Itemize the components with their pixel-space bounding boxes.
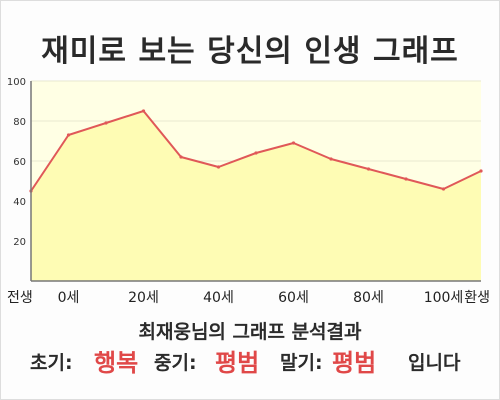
late-label: 말기:	[280, 352, 323, 374]
data-point-1	[66, 133, 71, 137]
middle-label: 중기:	[154, 352, 197, 374]
data-point-12	[479, 169, 483, 173]
y-tick-label-20: 20	[13, 237, 26, 248]
data-point-2	[104, 121, 108, 125]
analysis-subtitle: 최재웅님의 그래프 분석결과	[138, 321, 362, 343]
data-point-3	[141, 109, 146, 113]
x-tick-label-2: 20세	[128, 290, 159, 306]
x-tick-label-3: 40세	[203, 290, 234, 306]
x-tick-label-5: 80세	[353, 290, 384, 306]
middle-value: 평범	[215, 349, 260, 377]
y-tick-label-40: 40	[13, 197, 26, 208]
y-tick-label-100: 100	[7, 77, 26, 88]
analysis-result: 초기: 행복 중기: 평범 말기: 평범 입니다	[24, 346, 484, 380]
data-point-6	[254, 151, 258, 155]
data-point-9	[366, 167, 371, 171]
y-tick-label-60: 60	[13, 157, 26, 168]
data-point-5	[216, 165, 221, 169]
x-tick-label-7: 환생	[464, 290, 490, 306]
result-suffix: 입니다	[408, 352, 461, 374]
data-point-11	[441, 187, 446, 191]
x-tick-label-6: 100세	[424, 290, 464, 306]
x-tick-label-4: 60세	[278, 290, 309, 306]
x-tick-label-0: 전생	[7, 290, 33, 306]
data-point-10	[404, 177, 408, 181]
data-point-7	[291, 141, 296, 145]
early-value: 행복	[94, 349, 139, 377]
late-value: 평범	[332, 349, 377, 377]
x-tick-label-1: 0세	[58, 290, 80, 306]
early-label: 초기:	[30, 352, 73, 374]
data-point-8	[329, 157, 333, 161]
area-fill	[31, 111, 481, 281]
y-tick-label-80: 80	[13, 117, 26, 128]
page-title: 재미로 보는 당신의 인생 그래프	[41, 34, 459, 69]
data-point-4	[179, 155, 183, 159]
